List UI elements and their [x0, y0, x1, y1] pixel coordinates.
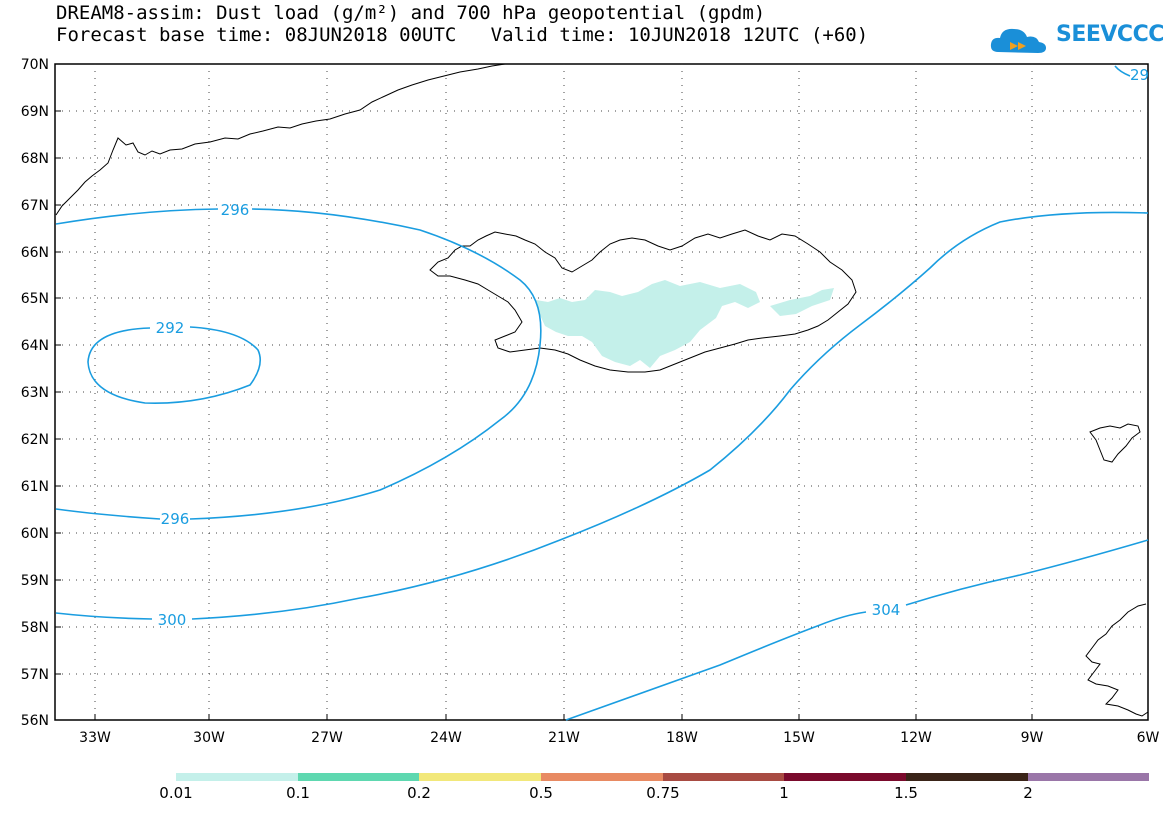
axis-ticks — [55, 63, 1033, 720]
colorbar-label: 1 — [779, 784, 789, 802]
contour-292 — [87, 326, 261, 404]
graticule — [55, 64, 1148, 720]
lon-label: 24W — [430, 730, 462, 746]
contour-296-north — [55, 208, 542, 520]
scotland-coastline — [1085, 603, 1149, 717]
contour-label: 292 — [156, 319, 185, 337]
contour-label: 304 — [872, 601, 901, 619]
lon-label: 15W — [783, 730, 815, 746]
lat-label: 60N — [21, 526, 49, 542]
colorbar-label: 2 — [1023, 784, 1033, 802]
lat-label: 58N — [21, 620, 49, 636]
contour-300 — [55, 211, 1149, 620]
lat-label: 66N — [21, 245, 49, 261]
colorbar-label: 0.01 — [159, 784, 193, 802]
faroe-islands-coastline — [1089, 423, 1141, 463]
lat-label: 59N — [21, 573, 49, 589]
lat-label: 65N — [21, 291, 49, 307]
colorbar-swatch — [298, 773, 419, 781]
greenland-coastline — [55, 63, 506, 216]
colorbar-label: 0.1 — [286, 784, 310, 802]
lat-label: 56N — [21, 713, 49, 729]
lon-label: 6W — [1137, 730, 1160, 746]
contour-label: 296 — [221, 201, 250, 219]
colorbar-swatch — [906, 773, 1028, 781]
latitude-labels: 70N 69N 68N 67N 66N 65N 64N 63N 62N 61N … — [21, 57, 49, 729]
colorbar — [176, 773, 1149, 781]
lon-label: 27W — [311, 730, 343, 746]
lon-label: 18W — [666, 730, 698, 746]
lon-label: 21W — [548, 730, 580, 746]
colorbar-label: 0.75 — [646, 784, 680, 802]
cloud-icon — [990, 28, 1046, 53]
lon-label: 9W — [1021, 730, 1044, 746]
contour-304 — [565, 539, 1149, 721]
contour-label: 300 — [158, 611, 187, 629]
contour-label: 29 — [1130, 66, 1149, 84]
lat-label: 67N — [21, 198, 49, 214]
contour-label: 296 — [161, 510, 190, 528]
lat-label: 62N — [21, 432, 49, 448]
logo-text: SEEVCCC — [1056, 22, 1164, 47]
contour-29-corner — [1114, 65, 1131, 77]
iceland-coastline — [429, 229, 857, 373]
lat-label: 64N — [21, 338, 49, 354]
lon-label: 12W — [900, 730, 932, 746]
colorbar-swatch — [176, 773, 298, 781]
lon-label: 33W — [79, 730, 111, 746]
lat-label: 70N — [21, 57, 49, 73]
geopotential-contours — [55, 65, 1149, 721]
colorbar-swatch — [1028, 773, 1149, 781]
lat-label: 68N — [21, 151, 49, 167]
colorbar-swatch — [663, 773, 784, 781]
lat-label: 57N — [21, 667, 49, 683]
colorbar-swatch — [541, 773, 663, 781]
map-title-line2: Forecast base time: 08JUN2018 00UTC Vali… — [56, 24, 869, 46]
map-title-line1: DREAM8-assim: Dust load (g/m²) and 700 h… — [56, 2, 766, 24]
lat-label: 69N — [21, 104, 49, 120]
lat-label: 63N — [21, 385, 49, 401]
dust-load-area — [536, 280, 760, 368]
colorbar-swatch — [419, 773, 541, 781]
longitude-labels: 33W 30W 27W 24W 21W 18W 15W 12W 9W 6W — [79, 730, 1159, 746]
colorbar-label: 1.5 — [894, 784, 918, 802]
colorbar-swatch — [784, 773, 906, 781]
colorbar-label: 0.2 — [407, 784, 431, 802]
seevccc-logo — [988, 20, 1175, 60]
lon-label: 30W — [193, 730, 225, 746]
colorbar-label: 0.5 — [529, 784, 553, 802]
dust-load-area-east — [770, 288, 834, 316]
lat-label: 61N — [21, 479, 49, 495]
